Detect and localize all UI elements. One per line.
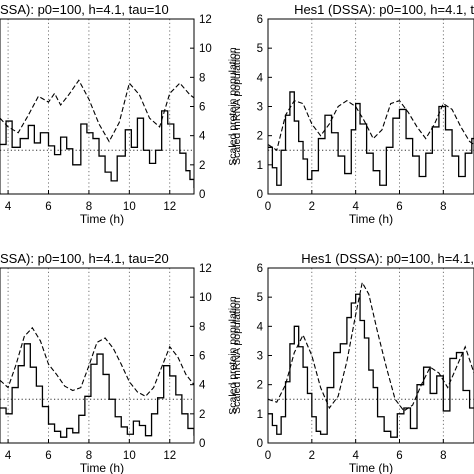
y-tick-label: 1 — [257, 160, 263, 172]
y-tick-label: 2 — [257, 380, 263, 392]
chart-title: SSA): p0=100, h=4.1, tau=10 — [0, 2, 169, 17]
y-axis-label: Scaled mRNA population — [231, 48, 243, 165]
y-tick-label: 1 — [257, 409, 263, 421]
series-step-line — [268, 91, 474, 186]
y-tick-label: 6 — [257, 14, 263, 26]
plot-area — [0, 79, 194, 189]
panel-top-left-protein-chart: 4 6 8 10 12 0 2 4 6 8 10 12 SSA): p0=100, h=4.1, tau… — [0, 2, 239, 226]
y-tick-label: 10 — [199, 43, 212, 55]
panel-bottom-left-protein-chart: 4 6 8 10 12 0 2 4 6 8 10 12 SSA): p0=100, h=4.1, tau… — [0, 251, 239, 474]
y-tick-label: 4 — [257, 321, 264, 333]
y-tick-label: 4 — [199, 131, 206, 143]
x-axis-label: Time (h) — [80, 461, 124, 474]
x-tick-label: 8 — [86, 450, 92, 462]
panel-top-right-mrna-chart: 0 2 4 6 8 0 1 2 3 4 5 6 Hes1 (DSSA): p0=100, h=4.1, … — [231, 2, 474, 226]
x-tick-label: 10 — [123, 201, 136, 213]
x-axis-label: Time (h) — [349, 461, 393, 474]
series-dashed-line — [268, 281, 474, 412]
x-tick-label: 4 — [5, 201, 12, 213]
x-axis-label: Time (h) — [80, 212, 124, 226]
y-axis-label: Scaled protein population — [227, 296, 239, 415]
chart-title: Hes1 (DSSA): p0=100, h=4.1, — [301, 251, 474, 266]
y-tick-label: 6 — [199, 102, 205, 114]
x-tick-label: 4 — [5, 450, 12, 462]
y-tick-label: 0 — [257, 189, 263, 201]
series-step-line — [0, 343, 194, 438]
chart-title: SSA): p0=100, h=4.1, tau=20 — [0, 251, 169, 266]
y-tick-label: 6 — [199, 351, 205, 363]
y-tick-label: 8 — [199, 72, 205, 84]
x-tick-label: 2 — [309, 201, 315, 213]
y-tick-label: 3 — [257, 102, 263, 114]
y-tick-label: 12 — [199, 14, 212, 26]
y-tick-label: 10 — [199, 292, 212, 304]
x-tick-label: 4 — [352, 450, 359, 462]
y-tick-label: 5 — [257, 43, 263, 55]
y-tick-label: 2 — [199, 409, 205, 421]
x-tick-label: 2 — [309, 450, 315, 462]
x-tick-label: 6 — [45, 450, 51, 462]
panel-bottom-right-mrna-chart: 0 2 4 6 8 0 1 2 3 4 5 6 Hes1 (DSSA): p0=100, h=4.1, T… — [231, 251, 474, 474]
x-tick-label: 8 — [440, 450, 446, 462]
y-tick-label: 2 — [199, 160, 205, 172]
x-tick-label: 6 — [396, 450, 402, 462]
axes-frame — [0, 18, 195, 195]
x-tick-label: 6 — [45, 201, 51, 213]
x-tick-label: 4 — [352, 201, 359, 213]
y-axis-label: Scaled mRNA population — [231, 297, 243, 414]
y-tick-label: 0 — [199, 189, 205, 201]
y-tick-label: 12 — [199, 263, 212, 275]
series-dashed-line — [0, 326, 194, 398]
x-axis-label: Time (h) — [349, 212, 393, 226]
x-tick-label: 12 — [163, 450, 176, 462]
x-tick-label: 10 — [123, 450, 136, 462]
y-tick-label: 5 — [257, 292, 263, 304]
y-tick-label: 2 — [257, 131, 263, 143]
series-step-line — [268, 293, 474, 438]
plot-area — [268, 281, 474, 438]
y-tick-label: 8 — [199, 321, 205, 333]
x-tick-label: 8 — [440, 201, 446, 213]
y-tick-label: 0 — [257, 438, 263, 450]
x-tick-label: 12 — [163, 201, 176, 213]
y-tick-label: 6 — [257, 263, 263, 275]
plot-area — [0, 326, 194, 438]
series-step-line — [0, 110, 194, 189]
y-axis-label: Scaled protein population — [227, 47, 239, 166]
y-tick-label: 4 — [199, 380, 206, 392]
plot-area — [268, 91, 474, 186]
x-tick-label: 6 — [396, 201, 402, 213]
x-tick-label: 0 — [265, 450, 271, 462]
x-tick-label: 8 — [86, 201, 92, 213]
y-tick-label: 4 — [257, 72, 264, 84]
y-tick-label: 3 — [257, 351, 263, 363]
x-tick-label: 0 — [265, 201, 271, 213]
series-dashed-line — [0, 79, 194, 143]
chart-title: Hes1 (DSSA): p0=100, h=4.1, t — [294, 2, 474, 17]
y-tick-label: 0 — [199, 438, 205, 450]
